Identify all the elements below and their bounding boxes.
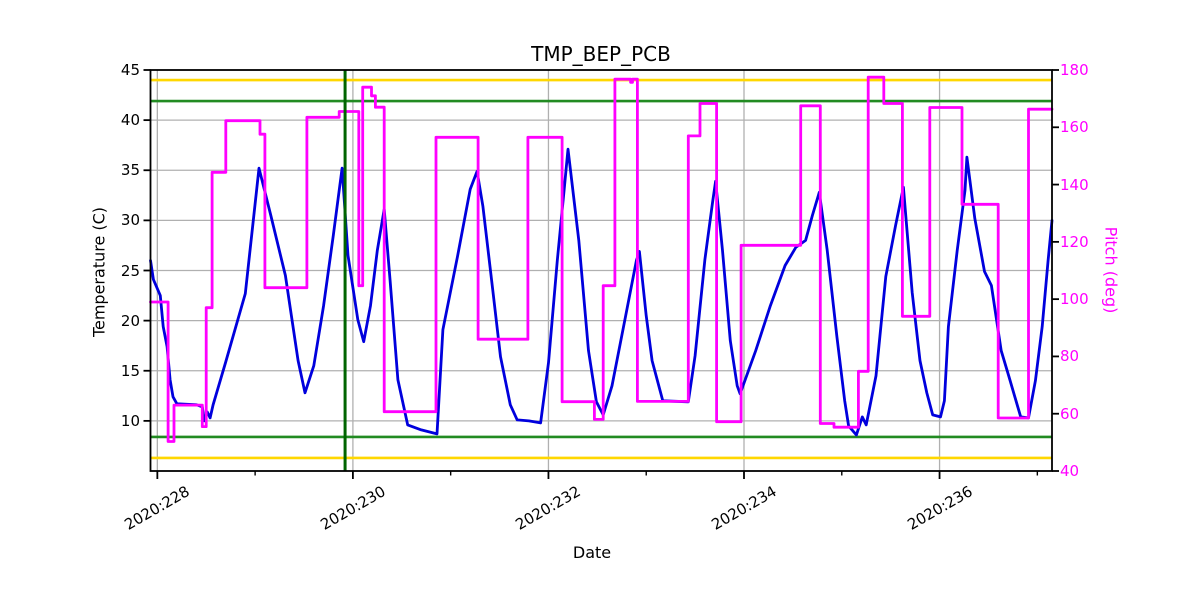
y-axis-tick-label-left: 30 xyxy=(120,211,140,230)
pitch-line xyxy=(149,75,1054,443)
y-axis-tick-label-left: 40 xyxy=(120,111,140,130)
temperature-line xyxy=(149,147,1054,437)
y-axis-tick-label-right: 160 xyxy=(1060,118,1089,137)
y-axis-tick-label-left: 35 xyxy=(120,161,140,180)
y-axis-tick-label-left: 10 xyxy=(120,411,140,430)
y-axis-label-pitch: Pitch (deg) xyxy=(1101,226,1121,314)
y-axis-tick-label-right: 140 xyxy=(1060,175,1089,194)
x-axis-label-date: Date xyxy=(572,543,612,562)
y-axis-tick-label-right: 60 xyxy=(1060,404,1080,423)
y-axis-tick-label-right: 120 xyxy=(1060,232,1089,251)
y-axis-tick-label-left: 20 xyxy=(120,311,140,330)
y-axis-tick-label-right: 40 xyxy=(1060,462,1080,480)
y-axis-tick-label-right: 80 xyxy=(1060,347,1080,366)
y-axis-tick-label-left: 45 xyxy=(120,61,140,79)
y-axis-tick-label-left: 25 xyxy=(120,261,140,280)
limit-lines xyxy=(150,78,1052,460)
tick-marks xyxy=(143,69,1059,479)
chart-title: TMP_BEP_PCB xyxy=(531,42,671,66)
y-axis-tick-label-right: 180 xyxy=(1060,61,1089,79)
y-axis-tick-label-right: 100 xyxy=(1060,290,1089,309)
y-axis-tick-label-left: 15 xyxy=(120,361,140,380)
